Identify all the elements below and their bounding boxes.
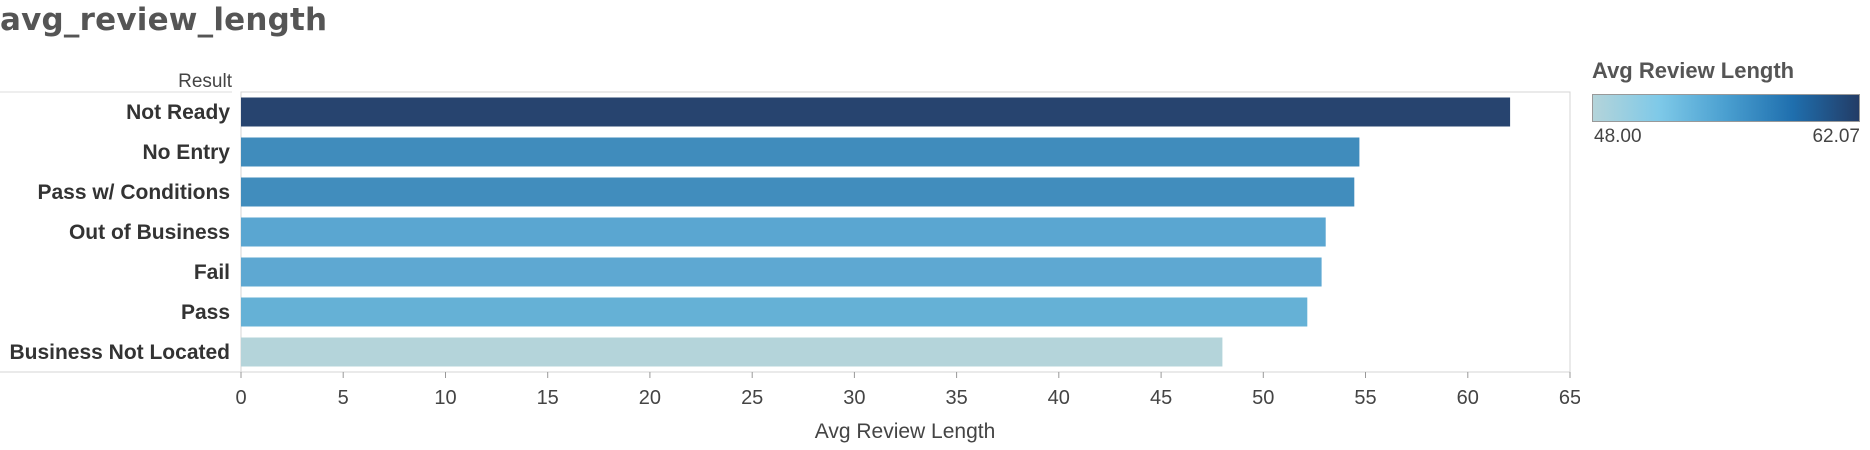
x-tick-label: 65: [1559, 387, 1580, 409]
x-tick-label: 15: [537, 387, 559, 409]
x-axis-title: Avg Review Length: [815, 420, 996, 443]
category-labels: Not Ready No Entry Pass w/ Conditions Out o…: [9, 101, 230, 364]
x-tick-label: 60: [1457, 387, 1479, 409]
category-label: Fail: [194, 261, 230, 284]
bar[interactable]: [241, 337, 1223, 367]
legend-title: Avg Review Length: [1592, 58, 1795, 83]
bar-chart: Result Not Ready No Entry Pass w/ Conditio…: [0, 71, 1580, 443]
x-tick-label: 30: [843, 387, 865, 409]
x-tick-label: 35: [945, 387, 967, 409]
legend-min-label: 48.00: [1594, 126, 1642, 147]
x-tick-label: 40: [1048, 387, 1070, 409]
category-label: Business Not Located: [9, 341, 230, 364]
legend-labels: 48.00 62.07: [1592, 126, 1860, 152]
category-label: No Entry: [142, 141, 230, 164]
category-label: Pass w/ Conditions: [37, 181, 230, 204]
bar[interactable]: [241, 217, 1326, 247]
x-tick-label: 45: [1150, 387, 1172, 409]
bar[interactable]: [241, 257, 1322, 287]
bars-layer: [241, 97, 1511, 367]
x-tick-label: 20: [639, 387, 661, 409]
category-label: Not Ready: [126, 101, 230, 124]
bar[interactable]: [241, 177, 1355, 207]
row-header: Result: [178, 71, 233, 92]
category-label: Out of Business: [69, 221, 230, 244]
color-legend[interactable]: Avg Review Length 48.00 62.07: [1592, 58, 1868, 152]
x-tick-label: 50: [1252, 387, 1274, 409]
x-tick-label: 10: [434, 387, 456, 409]
legend-color-ramp: [1592, 94, 1860, 122]
x-tick-label: 5: [338, 387, 349, 409]
bar[interactable]: [241, 297, 1308, 327]
x-tick-label: 25: [741, 387, 763, 409]
bar[interactable]: [241, 97, 1511, 127]
category-label: Pass: [181, 301, 230, 324]
bar[interactable]: [241, 137, 1360, 167]
x-axis: 0 5 10 15 20 25 30 35 40 45 50 55 60 65: [235, 372, 1580, 409]
x-tick-label: 55: [1354, 387, 1376, 409]
sheet-title: avg_review_length: [0, 2, 328, 38]
legend-max-label: 62.07: [1812, 126, 1860, 147]
x-tick-label: 0: [235, 387, 246, 409]
